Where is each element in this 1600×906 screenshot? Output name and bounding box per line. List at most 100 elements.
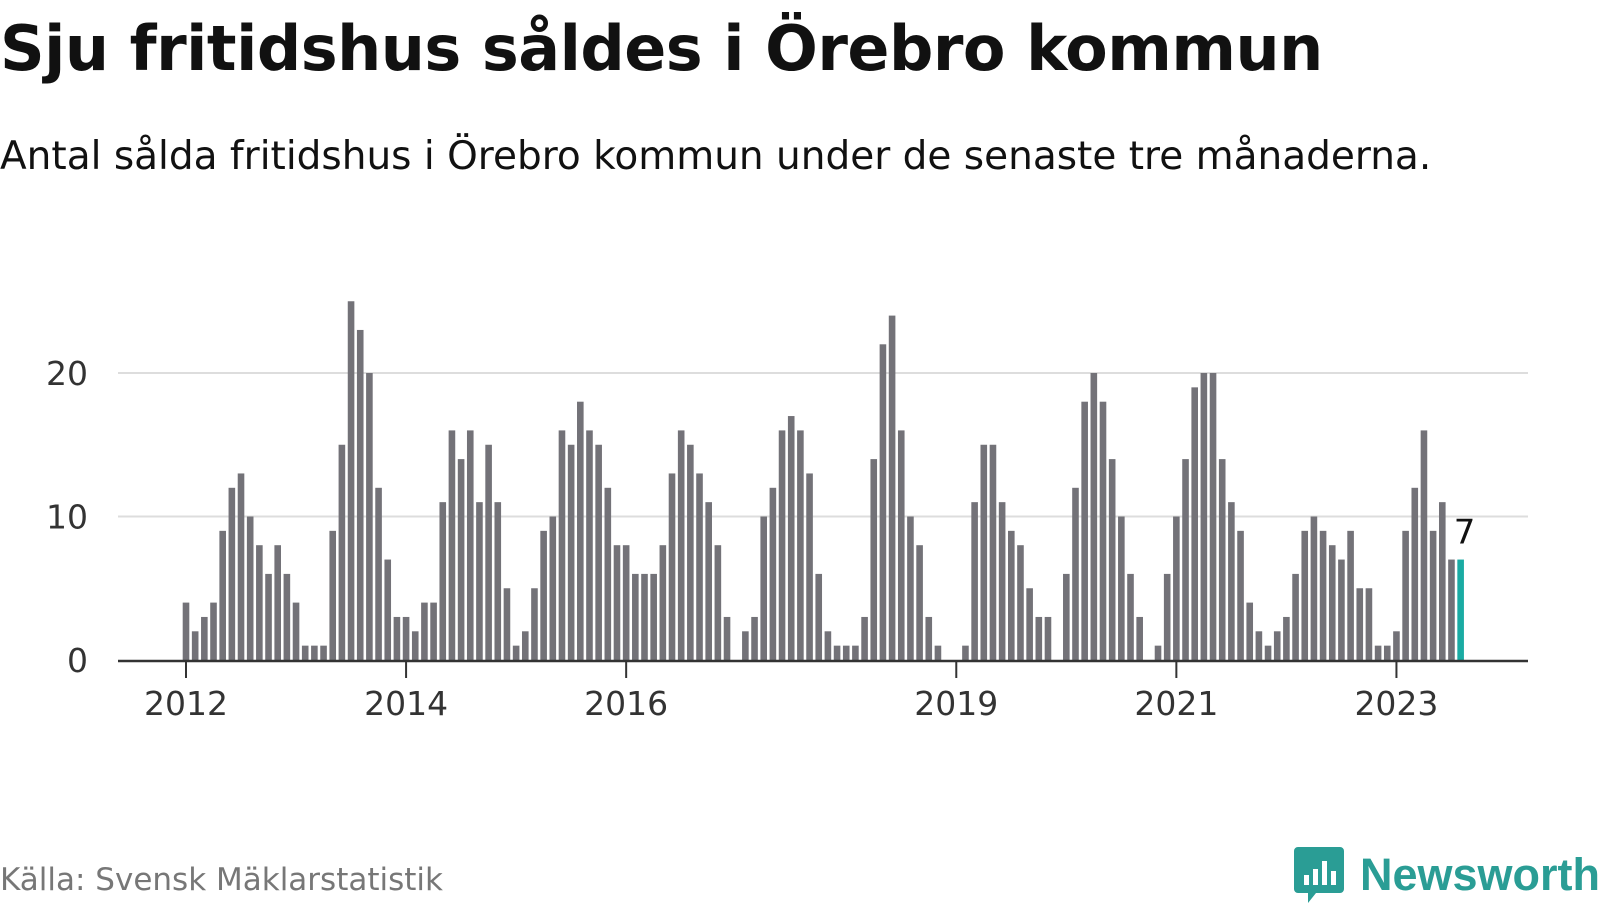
bar xyxy=(292,602,300,660)
bar xyxy=(558,430,566,660)
bar xyxy=(677,430,685,660)
latest-value-label: 7 xyxy=(1454,513,1476,553)
bar xyxy=(595,444,602,660)
bar xyxy=(329,530,337,660)
bar xyxy=(1402,530,1409,660)
bar xyxy=(567,444,575,660)
bar xyxy=(1072,487,1079,660)
bar xyxy=(411,631,419,660)
bar xyxy=(998,502,1006,660)
bar xyxy=(1108,459,1116,660)
chart-bubble-icon xyxy=(1294,847,1344,903)
bar xyxy=(1448,559,1455,660)
bar xyxy=(457,459,465,660)
bar xyxy=(577,401,584,660)
bar xyxy=(540,530,547,660)
bar xyxy=(338,444,346,660)
y-tick-label: 20 xyxy=(46,354,88,393)
bar xyxy=(384,559,392,660)
bar xyxy=(347,301,355,660)
bar xyxy=(503,588,511,660)
bar xyxy=(962,645,969,660)
bar-latest xyxy=(1457,559,1464,660)
bar xyxy=(723,616,731,660)
bar xyxy=(1008,530,1015,660)
bar xyxy=(439,502,447,660)
bar xyxy=(1209,373,1217,660)
bar xyxy=(861,616,868,660)
bar xyxy=(1411,487,1419,660)
bar xyxy=(1154,645,1162,660)
bar xyxy=(210,602,217,660)
bar xyxy=(356,329,364,660)
bar xyxy=(1063,573,1070,660)
bar xyxy=(586,430,593,660)
bar xyxy=(320,645,327,660)
x-tick-label: 2021 xyxy=(1134,684,1218,723)
bar xyxy=(246,516,254,660)
bar xyxy=(1283,616,1290,660)
bar xyxy=(852,645,859,660)
bar xyxy=(521,631,529,660)
bar xyxy=(531,588,538,660)
bar xyxy=(182,602,190,660)
bar xyxy=(705,502,712,660)
bar xyxy=(971,502,978,660)
bar xyxy=(916,545,923,660)
bar xyxy=(476,502,483,660)
bar xyxy=(421,602,428,660)
bar xyxy=(237,473,245,660)
bar xyxy=(430,602,437,660)
bar xyxy=(925,616,933,660)
bar xyxy=(375,487,382,660)
bar xyxy=(1182,459,1189,660)
bar xyxy=(1383,645,1391,660)
bar xyxy=(1173,516,1180,660)
bar xyxy=(1429,530,1437,660)
bar xyxy=(466,430,474,660)
bar xyxy=(824,631,832,660)
bar xyxy=(879,344,887,660)
y-tick-label: 0 xyxy=(67,641,88,680)
bar xyxy=(1026,588,1033,660)
bar xyxy=(256,545,263,660)
bar xyxy=(696,473,703,660)
bar xyxy=(1127,573,1134,660)
bar xyxy=(760,516,768,660)
bar xyxy=(1099,401,1107,660)
bar xyxy=(301,645,309,660)
bar xyxy=(494,502,502,660)
bar xyxy=(897,430,905,660)
bar xyxy=(549,516,557,660)
x-tick-label: 2016 xyxy=(584,684,668,723)
bar xyxy=(769,487,777,660)
bar xyxy=(742,631,749,660)
bar xyxy=(1365,588,1373,660)
bar xyxy=(751,616,758,660)
labels: 0 10 20 2012 2014 2016 2019 2021 2023 7 xyxy=(46,354,1475,723)
brand-name: Newsworthy xyxy=(1360,849,1600,900)
bar xyxy=(778,430,786,660)
bar xyxy=(1420,430,1428,660)
bar xyxy=(659,545,667,660)
bar xyxy=(1246,602,1254,660)
bar xyxy=(393,616,401,660)
bar xyxy=(842,645,850,660)
bar xyxy=(687,444,694,660)
brand-logo: Newsworthy xyxy=(1294,844,1600,906)
x-tick-label: 2012 xyxy=(144,684,228,723)
bar xyxy=(1237,530,1244,660)
bar xyxy=(402,616,410,660)
bar xyxy=(1255,631,1263,660)
bar xyxy=(714,545,722,660)
axes xyxy=(118,659,1528,678)
bar xyxy=(1319,530,1327,660)
bar xyxy=(512,645,520,660)
gridlines xyxy=(118,372,1528,518)
bar xyxy=(201,616,208,660)
bar xyxy=(806,473,813,660)
bar xyxy=(1200,373,1208,660)
bar xyxy=(613,545,621,660)
bar xyxy=(797,430,804,660)
bar xyxy=(228,487,236,660)
